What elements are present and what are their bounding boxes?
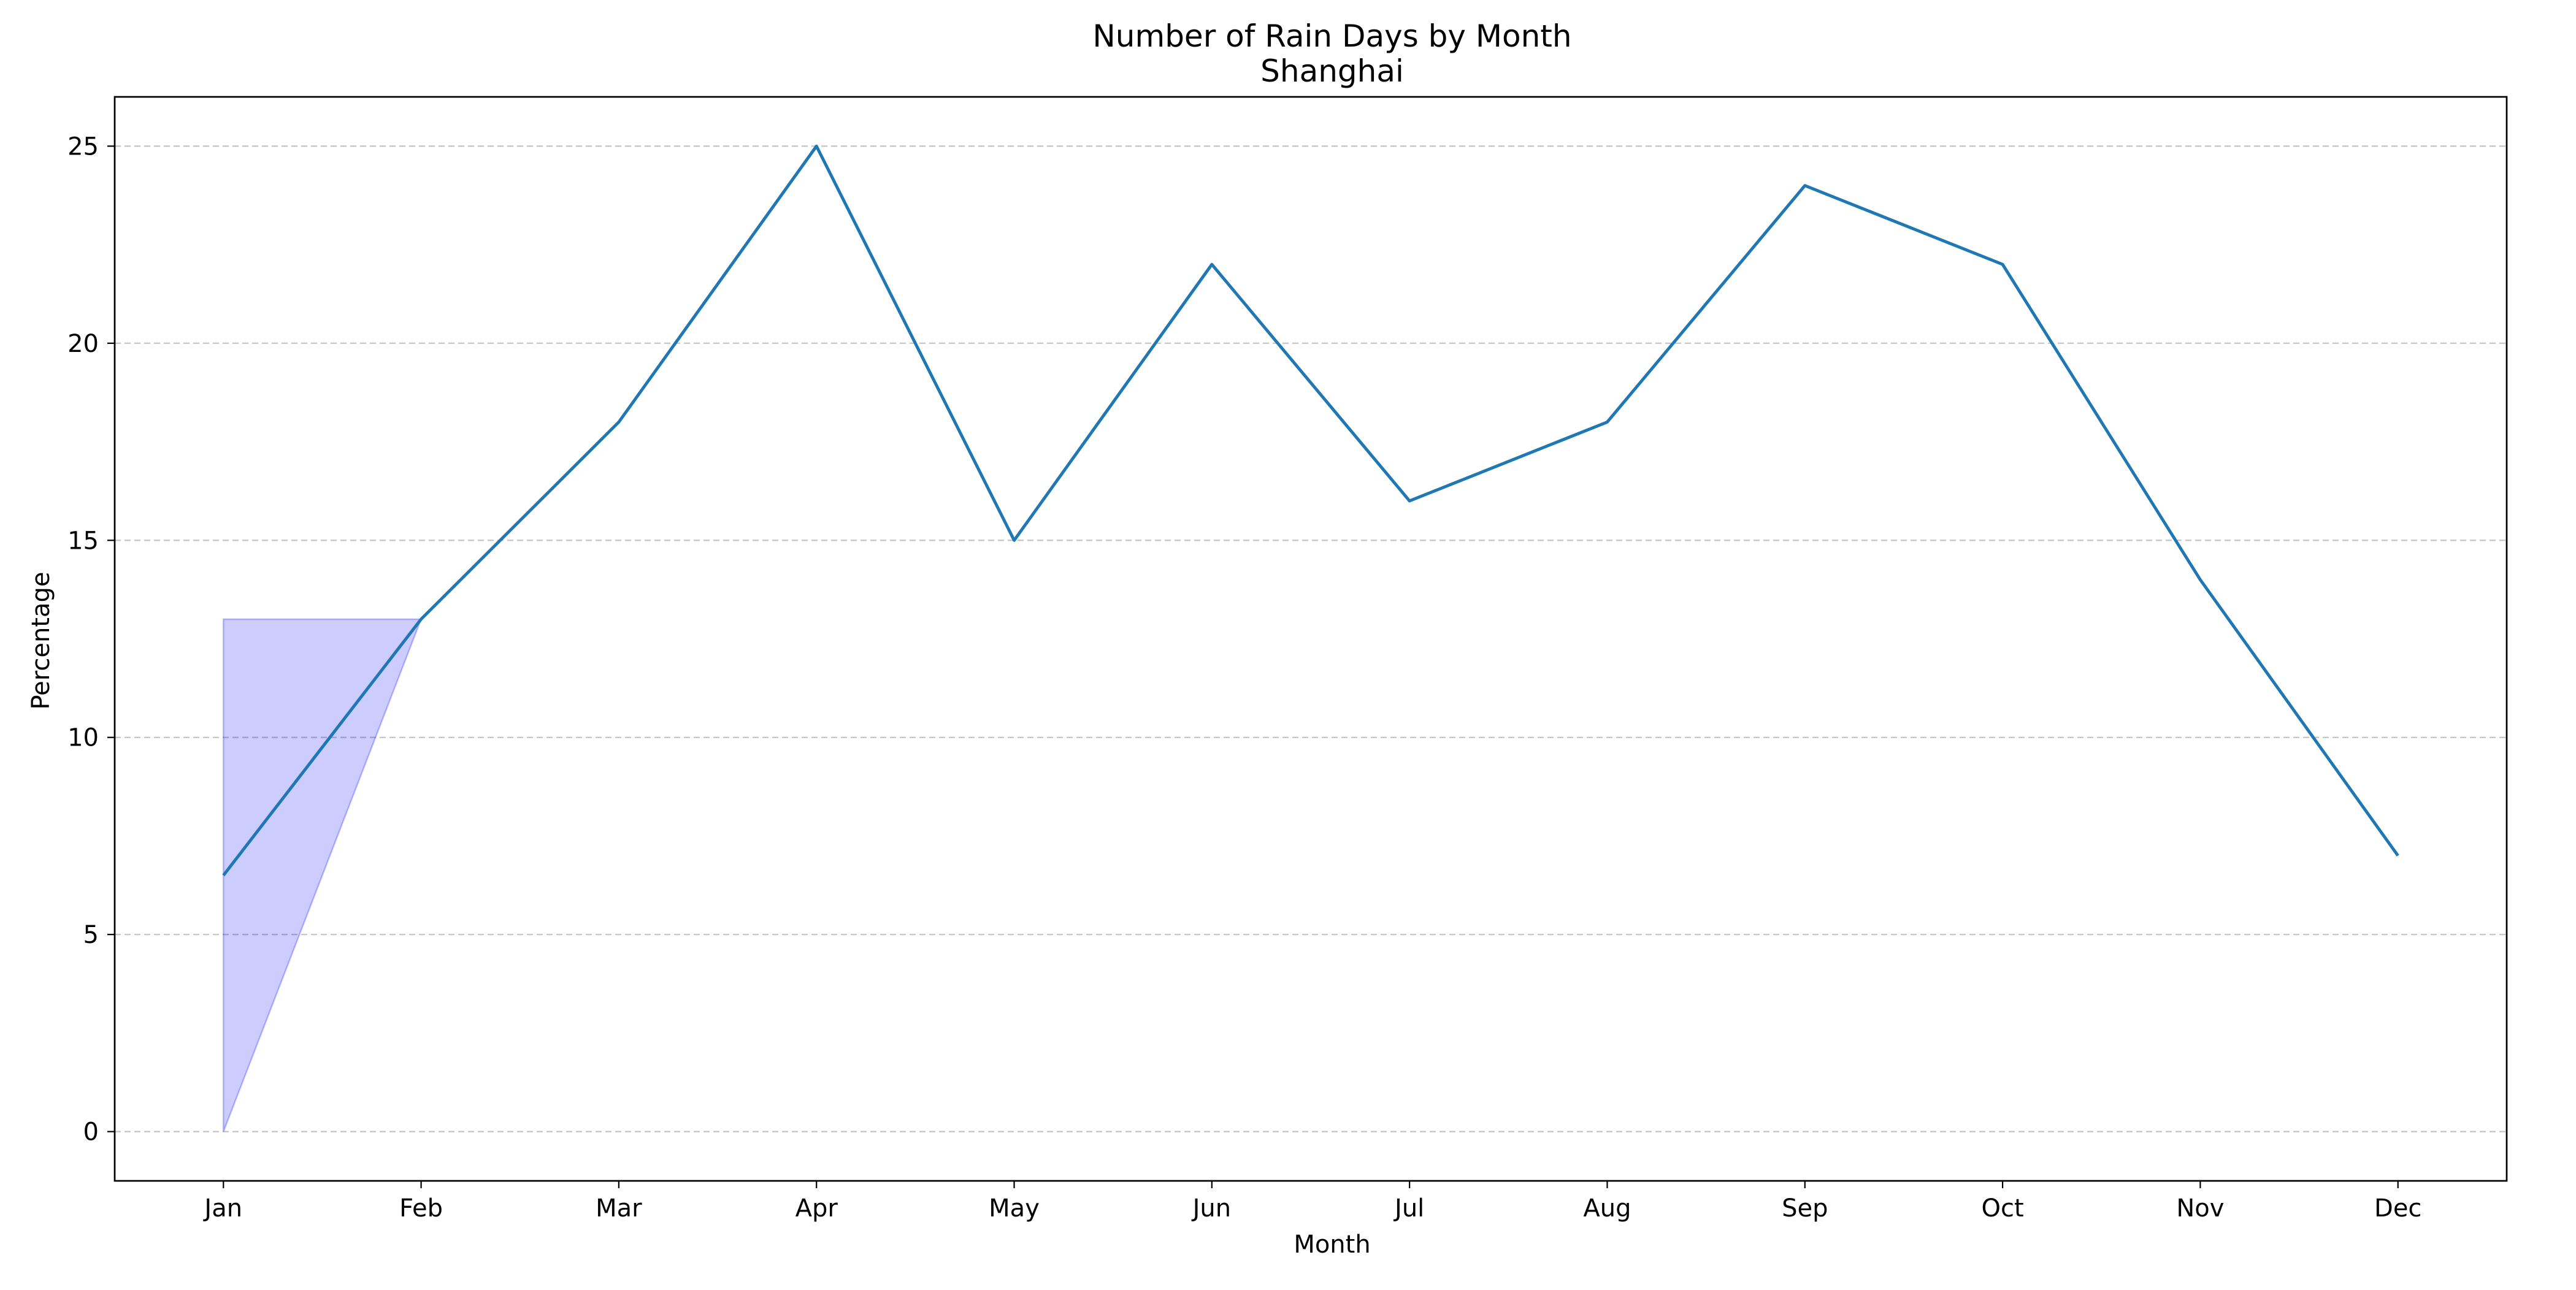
gridlines bbox=[115, 146, 2507, 1131]
x-tick-label-jan: Jan bbox=[202, 1194, 242, 1223]
x-axis-ticks: Jan Feb Mar Apr May Jun Jul Aug Sep Oct Nov Dec bbox=[202, 1181, 2421, 1223]
series-layer bbox=[223, 146, 2398, 875]
x-tick-label-apr: Apr bbox=[795, 1194, 838, 1223]
x-tick-label-dec: Dec bbox=[2374, 1194, 2421, 1223]
y-tick-label-25: 25 bbox=[67, 132, 99, 161]
y-tick-label-10: 10 bbox=[67, 724, 99, 752]
highlight-band-layer bbox=[223, 619, 421, 1132]
x-axis-label: Month bbox=[1294, 1231, 1370, 1259]
chart-subtitle: Shanghai bbox=[1260, 53, 1404, 89]
x-tick-label-nov: Nov bbox=[2176, 1194, 2224, 1223]
x-tick-label-aug: Aug bbox=[1583, 1194, 1631, 1223]
x-tick-label-may: May bbox=[989, 1194, 1040, 1223]
y-tick-label-5: 5 bbox=[83, 921, 99, 949]
y-tick-label-15: 15 bbox=[67, 527, 99, 555]
x-tick-label-oct: Oct bbox=[1982, 1194, 2024, 1223]
y-tick-label-0: 0 bbox=[83, 1118, 99, 1147]
x-tick-label-feb: Feb bbox=[399, 1194, 443, 1223]
x-tick-label-sep: Sep bbox=[1782, 1194, 1828, 1223]
y-axis-ticks: 0 5 10 15 20 25 bbox=[67, 132, 115, 1146]
highlight-band bbox=[223, 619, 421, 1132]
y-tick-label-20: 20 bbox=[67, 330, 99, 358]
x-tick-label-jul: Jul bbox=[1393, 1194, 1424, 1223]
chart-title: Number of Rain Days by Month bbox=[1092, 18, 1571, 54]
series-line-0 bbox=[223, 146, 2398, 875]
x-tick-label-jun: Jun bbox=[1191, 1194, 1232, 1223]
y-axis-label: Percentage bbox=[27, 571, 55, 709]
plot-frame bbox=[115, 97, 2507, 1181]
x-tick-label-mar: Mar bbox=[596, 1194, 642, 1223]
